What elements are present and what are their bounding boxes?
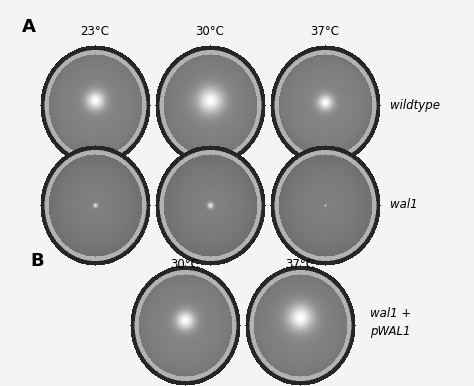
Text: A: A bbox=[22, 18, 36, 36]
Text: B: B bbox=[30, 252, 44, 270]
Text: wal1: wal1 bbox=[390, 198, 418, 212]
Text: 37°C: 37°C bbox=[310, 25, 339, 38]
Text: wal1 +: wal1 + bbox=[370, 307, 411, 320]
Text: 37°C: 37°C bbox=[285, 258, 315, 271]
Text: wildtype: wildtype bbox=[390, 98, 440, 112]
Text: 30°C: 30°C bbox=[171, 258, 200, 271]
Text: pWAL1: pWAL1 bbox=[370, 325, 410, 338]
Text: 23°C: 23°C bbox=[81, 25, 109, 38]
Text: 30°C: 30°C bbox=[196, 25, 224, 38]
